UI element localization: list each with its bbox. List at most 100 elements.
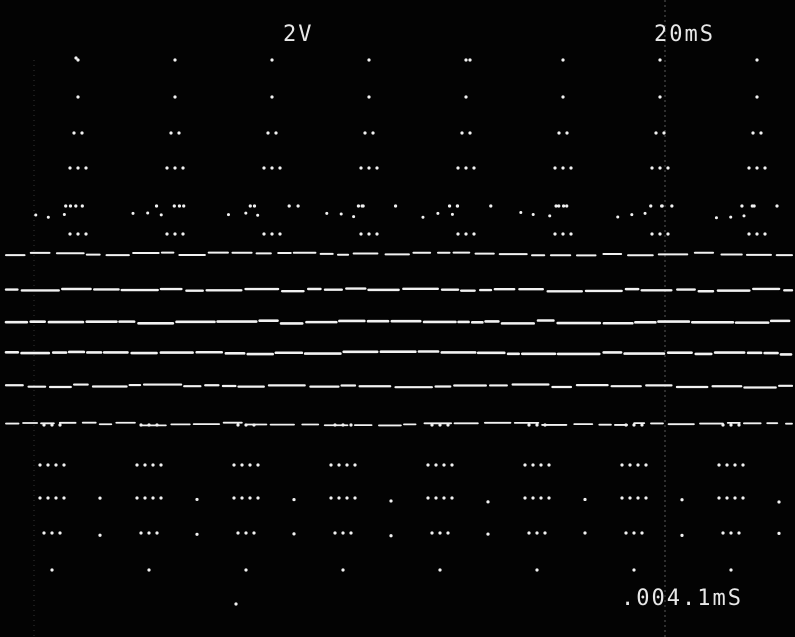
trace-dot	[632, 423, 636, 427]
trace-dot	[135, 496, 139, 500]
trace-dot	[393, 204, 398, 208]
trace-dot	[232, 496, 236, 500]
trace-dot	[147, 568, 151, 572]
trace-dot	[755, 58, 759, 62]
trace-dot	[337, 496, 341, 500]
trace-dot	[72, 131, 76, 135]
trace-dot	[464, 58, 468, 62]
trace-dot	[531, 212, 535, 216]
trace-dot	[38, 496, 42, 500]
trace-dot	[173, 95, 177, 99]
trace-dot	[658, 58, 662, 62]
trace-dot	[333, 531, 337, 535]
trace-dot	[450, 212, 454, 216]
cursor-time-readout: .004.1mS	[621, 586, 743, 611]
trace-dot	[84, 232, 88, 236]
trace-dot	[182, 204, 186, 208]
trace-dot	[539, 463, 543, 467]
trace-dot	[131, 211, 135, 215]
trace-dot	[356, 204, 361, 208]
trace-dot	[777, 531, 781, 535]
trace-dot	[430, 531, 434, 535]
trace-dot	[50, 568, 54, 572]
trace-dot	[266, 131, 270, 135]
trace-dot	[64, 204, 68, 208]
trace-dot	[755, 232, 759, 236]
trace-dot	[329, 463, 333, 467]
trace-dot	[741, 496, 745, 500]
trace-dot	[236, 423, 240, 427]
trace-dot	[742, 214, 746, 218]
trace-dot	[561, 166, 565, 170]
trace-dot	[434, 463, 438, 467]
trace-dot	[561, 58, 565, 62]
trace-dot	[662, 131, 666, 135]
trace-dot	[349, 531, 353, 535]
trace-dot	[464, 232, 468, 236]
trace-dot	[535, 531, 539, 535]
trace-dot	[561, 95, 565, 99]
trace-dot	[666, 232, 670, 236]
trace-dot	[447, 204, 452, 208]
trace-dot	[729, 568, 733, 572]
trace-dot	[630, 213, 634, 217]
trace-dot	[54, 463, 58, 467]
trace-dot	[270, 95, 274, 99]
trace-dot	[240, 463, 244, 467]
trace-dot	[755, 166, 759, 170]
trace-dot	[658, 232, 662, 236]
trace-dot	[248, 496, 252, 500]
trace-dot	[165, 166, 169, 170]
trace-dot	[426, 496, 430, 500]
trace-dot	[737, 531, 741, 535]
volts-per-div-readout: 2V	[283, 22, 314, 47]
trace-dot	[561, 232, 565, 236]
trace-dot	[98, 533, 102, 537]
trace-dot	[658, 166, 662, 170]
trace-dot	[367, 166, 371, 170]
trace-dot	[389, 534, 393, 538]
trace-dot	[256, 463, 260, 467]
trace-dot	[262, 232, 266, 236]
trace-dot	[456, 232, 460, 236]
trace-dot	[62, 463, 66, 467]
trace-dot	[76, 58, 80, 62]
trace-dot	[325, 211, 329, 215]
trace-dot	[46, 496, 50, 500]
trace-dot	[248, 204, 252, 208]
trace-dot	[74, 204, 78, 208]
trace-dot	[244, 568, 248, 572]
trace-dot	[270, 232, 274, 236]
trace-dot	[292, 497, 296, 502]
trace-dot	[486, 500, 490, 504]
trace-dot	[547, 463, 551, 467]
trace-dot	[68, 166, 72, 170]
trace-dot	[248, 463, 252, 467]
trace-dot	[341, 568, 345, 572]
trace-dot	[345, 496, 349, 500]
trace-dot	[527, 531, 531, 535]
trace-dot	[337, 463, 341, 467]
trace-dot	[84, 166, 88, 170]
trace-dot	[729, 215, 733, 219]
trace-dot	[68, 232, 72, 236]
trace-dot	[649, 204, 653, 208]
trace-dot	[426, 463, 430, 467]
trace-dot	[367, 232, 371, 236]
trace-dot	[46, 215, 50, 219]
trace-dot	[234, 602, 238, 606]
trace-dot	[436, 211, 440, 215]
trace-dot	[146, 211, 150, 215]
trace-dot	[46, 463, 50, 467]
trace-dot	[181, 232, 185, 236]
trace-dot	[367, 58, 371, 62]
trace-dot	[740, 204, 744, 208]
trace-dot	[660, 204, 664, 208]
trace-dot	[38, 463, 42, 467]
trace-dot	[543, 531, 547, 535]
trace-dot	[74, 56, 78, 60]
trace-dot	[195, 532, 199, 536]
trace-dot	[375, 232, 379, 236]
trace-dot	[341, 531, 345, 535]
